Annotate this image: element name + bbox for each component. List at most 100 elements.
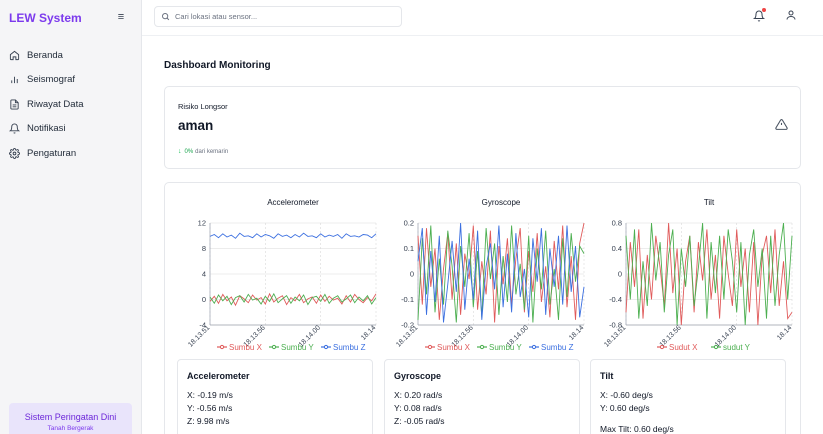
- search-input[interactable]: [175, 12, 395, 21]
- sidebar: LEW System ≡ Beranda Seismograf Riwayat …: [0, 0, 142, 434]
- x-tick: 18.14: [776, 324, 793, 341]
- stat-value-z: Z: 9.98 m/s: [187, 416, 230, 426]
- sidebar-item-pengaturan[interactable]: Pengaturan: [0, 141, 142, 166]
- stat-value-x: X: -0.19 m/s: [187, 390, 233, 400]
- topbar: [142, 0, 823, 36]
- legend-marker: [479, 344, 485, 350]
- chart-title: Gyroscope: [482, 198, 521, 207]
- menu-icon[interactable]: ≡: [117, 11, 125, 23]
- stat-title: Accelerometer: [187, 371, 250, 381]
- legend-label: sudut Y: [723, 343, 751, 352]
- early-warning-title: Sistem Peringatan Dini: [24, 412, 117, 422]
- document-icon: [10, 99, 19, 110]
- y-tick-label: 0: [202, 295, 206, 304]
- y-tick-label: 0.4: [612, 244, 622, 253]
- legend-marker: [427, 344, 433, 350]
- series-line-sumbu-y: [209, 292, 377, 306]
- series-line-sumbu-z: [209, 232, 377, 239]
- y-tick-label: 0.2: [404, 219, 414, 228]
- legend-item-sumbu-x[interactable]: Sumbu X: [425, 343, 471, 352]
- app-logo[interactable]: LEW System: [9, 11, 82, 25]
- chart-title: Accelerometer: [267, 198, 319, 207]
- y-tick-label: -0.4: [609, 295, 622, 304]
- stat-value-z: Z: -0.05 rad/s: [394, 416, 445, 426]
- user-icon[interactable]: [785, 9, 797, 21]
- legend-marker: [271, 344, 277, 350]
- sidebar-item-label: Beranda: [27, 49, 63, 61]
- legend-item-sudut-x[interactable]: Sudut X: [657, 343, 698, 352]
- y-tick-label: 4: [202, 270, 206, 279]
- y-tick-label: 0.1: [404, 244, 414, 253]
- risk-change: ↓ 0% dari kemarin: [178, 148, 228, 155]
- legend-label: Sumbu Z: [541, 343, 574, 352]
- x-tick-label: 18.14: [568, 324, 585, 341]
- sidebar-item-riwayat-data[interactable]: Riwayat Data: [0, 92, 142, 117]
- y-tick-label: -0.1: [401, 295, 414, 304]
- risk-value: aman: [178, 118, 214, 133]
- sidebar-item-beranda[interactable]: Beranda: [0, 43, 142, 68]
- risk-change-text: dari kemarin: [195, 148, 229, 155]
- bar-chart-icon: [11, 77, 18, 84]
- gyroscope-stats-card: Gyroscope X: 0.20 rad/s Y: 0.08 rad/s Z:…: [384, 359, 580, 434]
- series-line-sumbu-z: [417, 222, 585, 323]
- search-box[interactable]: [154, 6, 402, 27]
- home-icon: [9, 50, 20, 60]
- legend-marker: [659, 344, 665, 350]
- x-tick-label: 18.14: [776, 324, 793, 341]
- sidebar-item-notifikasi[interactable]: Notifikasi: [0, 117, 142, 142]
- gear-icon: [9, 147, 20, 159]
- sidebar-nav: Beranda Seismograf Riwayat Data Notifika…: [0, 43, 142, 166]
- y-tick-label: 12: [198, 219, 206, 228]
- sidebar-item-label: Pengaturan: [27, 147, 77, 159]
- stat-value-y: Y: -0.56 m/s: [187, 403, 233, 413]
- stat-value-x: X: 0.20 rad/s: [394, 390, 443, 400]
- page-title: Dashboard Monitoring: [164, 60, 271, 71]
- sidebar-item-label: Seismograf: [27, 74, 76, 86]
- y-tick-label: -0.2: [401, 321, 414, 330]
- warning-icon: [775, 119, 788, 130]
- x-tick: 18.14: [360, 324, 377, 341]
- stat-value-y: Y: 0.60 deg/s: [600, 403, 650, 413]
- legend-item-sumbu-y[interactable]: Sumbu Y: [269, 343, 314, 352]
- y-tick-label: -0.8: [609, 321, 622, 330]
- legend-marker: [323, 344, 329, 350]
- bell-icon: [9, 123, 20, 134]
- series-line-sudut-x: [625, 222, 793, 326]
- legend-item-sudut-y[interactable]: sudut Y: [711, 343, 751, 352]
- accelerometer-stats-card: Accelerometer X: -0.19 m/s Y: -0.56 m/s …: [177, 359, 373, 434]
- notification-dot: [762, 8, 766, 12]
- legend-label: Sumbu X: [437, 343, 471, 352]
- legend-item-sumbu-z[interactable]: Sumbu Z: [321, 343, 366, 352]
- legend-item-sumbu-x[interactable]: Sumbu X: [217, 343, 263, 352]
- legend-marker: [219, 344, 225, 350]
- legend-label: Sumbu Y: [489, 343, 522, 352]
- search-icon: [162, 13, 170, 21]
- legend-item-sumbu-y[interactable]: Sumbu Y: [477, 343, 522, 352]
- stat-value-y: Y: 0.08 rad/s: [394, 403, 442, 413]
- series-line-sudut-y: [625, 222, 793, 326]
- y-tick-label: 0: [410, 270, 414, 279]
- stat-max-tilt: Max Tilt: 0.60 deg/s: [600, 424, 674, 434]
- y-tick-label: -4: [199, 321, 206, 330]
- sidebar-item-seismograf[interactable]: Seismograf: [0, 68, 142, 93]
- risk-label: Risiko Longsor: [178, 102, 228, 111]
- chart-title: Tilt: [704, 198, 715, 207]
- legend-label: Sumbu X: [229, 343, 263, 352]
- sidebar-item-label: Notifikasi: [27, 123, 66, 135]
- notification-bell-icon[interactable]: [753, 10, 765, 22]
- legend-marker: [531, 344, 537, 350]
- x-tick: 18.14: [568, 324, 585, 341]
- stat-title: Tilt: [600, 371, 614, 381]
- legend-item-sumbu-z[interactable]: Sumbu Z: [529, 343, 574, 352]
- y-tick-label: 0: [618, 270, 622, 279]
- legend-marker: [713, 344, 719, 350]
- early-warning-card[interactable]: Sistem Peringatan Dini Tanah Bergerak: [9, 403, 132, 434]
- trend-arrow-icon: ↓: [178, 148, 182, 155]
- y-tick-label: 0.8: [612, 219, 622, 228]
- early-warning-subtitle: Tanah Bergerak: [47, 425, 94, 432]
- tilt-stats-card: Tilt X: -0.60 deg/s Y: 0.60 deg/s Max Ti…: [590, 359, 786, 434]
- legend-label: Sumbu Y: [281, 343, 314, 352]
